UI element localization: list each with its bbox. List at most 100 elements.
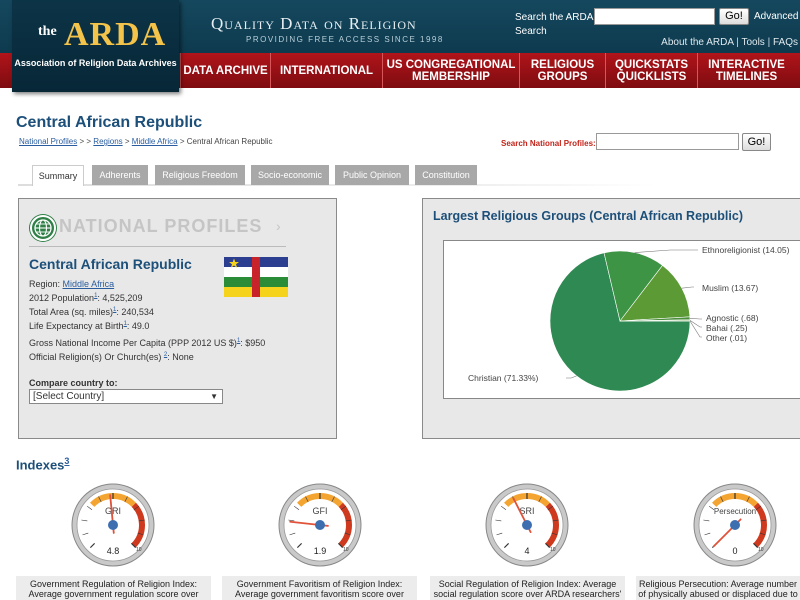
life-expectancy-footnote-link[interactable]: 1 (123, 321, 127, 327)
indexes-footnote-link[interactable]: 3 (64, 456, 70, 466)
pie-label-ethnoreligionist: Ethnoreligionist (14.05) (702, 245, 790, 255)
area-footnote-link[interactable]: 1 (113, 307, 117, 313)
tab-constitution[interactable]: Constitution (415, 165, 477, 185)
gauge-hub (730, 520, 740, 530)
globe-icon (30, 215, 56, 241)
gauge-tick (86, 505, 93, 510)
pie-label-christian: Christian (71.33%) (468, 373, 539, 383)
tab-summary[interactable]: Summary (32, 165, 84, 186)
advanced-search-link[interactable]: Advanced (754, 11, 799, 22)
persecution-description: Religious Persecution: Average number of… (636, 576, 800, 600)
nav-us-congregational-membership[interactable]: US Congregational Membership (382, 53, 519, 88)
indexes-title: Indexes (16, 457, 65, 473)
gauge-tick (296, 542, 303, 549)
gauge-tick (288, 519, 295, 522)
gauge-tick (124, 496, 128, 502)
official-religion-footnote-link[interactable]: 2 (163, 352, 168, 358)
area-label: Total Area (sq. miles) (29, 307, 114, 317)
nav-quickstats-quicklists[interactable]: QuickStats QuickLists (605, 53, 697, 88)
header-search-input[interactable] (594, 8, 715, 25)
national-profiles-go-button[interactable]: Go! (742, 133, 771, 151)
breadcrumb-separator: > (124, 137, 130, 146)
gauge-tick (547, 505, 554, 510)
nav-interactive-timelines[interactable]: Interactive Timelines (697, 53, 795, 88)
tab-adherents[interactable]: Adherents (92, 165, 148, 185)
life-expectancy-value: : 49.0 (126, 321, 150, 331)
gfi-gauge: 10 GFI 1.9 (278, 483, 362, 567)
tab-socio-economic[interactable]: Socio-economic (251, 165, 329, 185)
gni-value: : $950 (240, 338, 266, 348)
top-links: About the ARDA | Tools | FAQs (661, 37, 798, 48)
breadcrumb-separator: > (79, 137, 85, 146)
breadcrumb: National Profiles > > Regions > Middle A… (19, 137, 273, 146)
gauge-tick (500, 505, 507, 510)
gauge-max-label: 10 (758, 547, 764, 553)
arda-logo[interactable]: the ARDA Association of Religion Data Ar… (12, 0, 179, 92)
official-religion-value: : None (167, 352, 194, 362)
breadcrumb-separator: > (86, 137, 92, 146)
tools-link[interactable]: Tools (741, 37, 765, 48)
pie-slice-ethnoreligionist[interactable] (603, 250, 663, 322)
nav-international[interactable]: International (270, 53, 382, 88)
nav-data-archive[interactable]: Data Archive (180, 53, 270, 88)
gauge-tick (344, 532, 351, 536)
link-separator: | (767, 37, 771, 48)
gni-label: Gross National Income Per Capita (PPP 20… (29, 338, 237, 348)
sri-description: Social Regulation of Religion Index: Ave… (430, 576, 625, 600)
compare-country-selected: [Select Country] (33, 391, 105, 402)
logo-subtitle: Association of Religion Data Archives (14, 58, 177, 68)
gauge-max-label: 10 (136, 547, 142, 553)
gauge-tick (89, 542, 96, 549)
country-economic-facts: Gross National Income Per Capita (PPP 20… (29, 335, 265, 363)
population-value: : 4,525,209 (97, 293, 143, 303)
dropdown-caret-icon: ▼ (210, 392, 218, 401)
gauge-band-red (753, 502, 767, 548)
gauge-max-label: 10 (343, 547, 349, 553)
indexes-heading: Indexes3 (16, 456, 69, 472)
region-link[interactable]: Middle Africa (62, 279, 115, 289)
pie-chart-box: Christian (71.33%) Ethnoreligionist (14.0… (443, 240, 800, 399)
gni-footnote-link[interactable]: 1 (236, 338, 241, 344)
national-profiles-search-label: Search National Profiles: (501, 139, 596, 148)
breadcrumb-regions[interactable]: Regions (93, 137, 123, 146)
area-value: : 240,534 (116, 307, 154, 317)
gauge-max-label: 10 (550, 547, 556, 553)
site-tagline-sub: PROVIDING FREE ACCESS SINCE 1998 (246, 35, 444, 44)
gauge-tick (703, 519, 710, 522)
about-arda-link[interactable]: About the ARDA (661, 37, 734, 48)
pie-label-muslim: Muslim (13.67) (702, 283, 758, 293)
gauge-tick (552, 519, 559, 522)
header-search-label: Search the ARDA Search (515, 12, 593, 37)
country-title: Central African Republic (29, 256, 192, 272)
gauge-tick (133, 505, 140, 510)
gauge-tick (345, 519, 352, 522)
gauge-value: 4 (524, 546, 529, 556)
national-profiles-banner: NATIONAL PROFILES › (29, 213, 286, 247)
pie-label-agnostic: Agnostic (.68) (706, 313, 759, 323)
breadcrumb-national-profiles[interactable]: National Profiles (19, 137, 78, 146)
gfi-description: Government Favoritism of Religion Index:… (222, 576, 417, 600)
national-profiles-search-input[interactable] (596, 133, 739, 150)
tab-religious-freedom[interactable]: Religious Freedom (155, 165, 245, 185)
persecution-gauge: 10 Persecution 0 (693, 483, 777, 567)
pie-leader-other (689, 320, 702, 338)
gauge-tick (337, 542, 344, 549)
pie-label-other: Other (.01) (706, 333, 747, 343)
nav-religious-groups[interactable]: Religious Groups (519, 53, 605, 88)
population-footnote-link[interactable]: 1 (94, 293, 98, 299)
country-facts: Region: Middle Africa 2012 Population1: … (29, 278, 154, 332)
gauge-label: GFI (313, 506, 328, 516)
gauge-tick (340, 505, 347, 510)
breadcrumb-middle-africa[interactable]: Middle Africa (131, 137, 178, 146)
gauge-tick (760, 519, 767, 522)
chart-title: Largest Religious Groups (Central Africa… (433, 209, 743, 223)
country-flag-image (224, 257, 288, 297)
official-religion-label: Official Religion(s) Or Church(es) (29, 352, 162, 362)
header-search-go-button[interactable]: Go! (719, 8, 749, 25)
compare-country-select[interactable]: [Select Country] ▼ (29, 389, 223, 404)
faqs-link[interactable]: FAQs (772, 37, 798, 48)
tab-public-opinion[interactable]: Public Opinion (335, 165, 409, 185)
logo-arda-text: ARDA (64, 16, 167, 53)
pie-slice-muslim[interactable] (619, 264, 691, 322)
gauge-tick (704, 532, 711, 536)
